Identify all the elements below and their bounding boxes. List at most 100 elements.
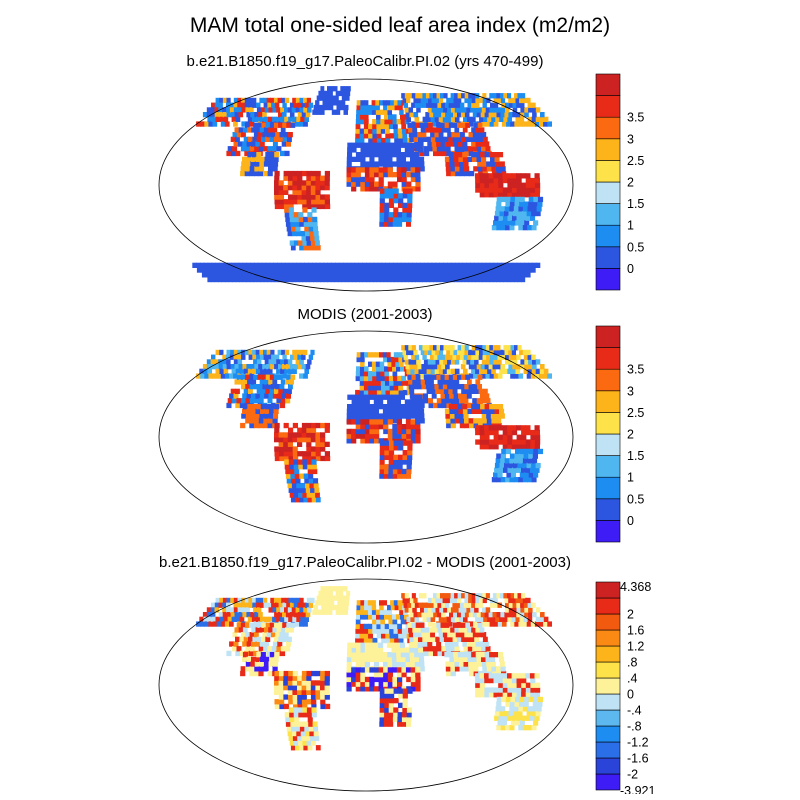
land-cell: [369, 167, 375, 173]
land-cell: [388, 114, 393, 120]
land-cell: [517, 93, 522, 99]
land-cell: [441, 354, 446, 360]
land-cell: [525, 439, 531, 445]
land-cell: [456, 267, 461, 273]
land-cell: [312, 221, 318, 227]
land-cell: [431, 272, 436, 278]
land-cell: [288, 207, 294, 213]
land-cell: [302, 464, 308, 470]
land-cell: [449, 612, 454, 618]
land-cell: [271, 146, 277, 152]
land-cell: [525, 467, 531, 473]
land-cell: [493, 173, 499, 179]
land-cell: [496, 225, 502, 231]
land-cell: [204, 373, 209, 379]
land-cell: [303, 745, 309, 751]
land-cell: [316, 595, 321, 601]
land-cell: [364, 614, 369, 620]
land-cell: [249, 272, 254, 278]
land-cell: [229, 354, 235, 360]
land-cell: [413, 132, 418, 138]
colorbar-swatch: [595, 629, 621, 647]
land-cell: [297, 487, 303, 493]
land-cell: [373, 647, 379, 653]
land-cell: [448, 374, 454, 380]
land-cell: [235, 368, 241, 374]
land-cell: [520, 173, 526, 179]
land-cell: [515, 196, 521, 203]
land-cell: [259, 661, 265, 667]
land-cell: [413, 112, 419, 118]
land-cell: [429, 276, 434, 283]
land-cell: [517, 462, 523, 469]
land-cell: [280, 607, 285, 613]
land-cell: [437, 602, 442, 608]
land-cell: [383, 676, 389, 683]
land-cell: [429, 102, 435, 108]
land-cell: [348, 276, 353, 283]
land-cell: [482, 418, 488, 424]
land-cell: [383, 428, 389, 435]
land-cell: [250, 262, 255, 268]
land-cell: [418, 399, 424, 405]
land-cell: [301, 689, 307, 695]
land-cell: [256, 636, 262, 642]
land-cell: [378, 156, 384, 162]
land-cell: [467, 102, 472, 108]
land-cell: [396, 413, 402, 419]
land-cell: [289, 379, 294, 385]
land-cell: [528, 448, 534, 455]
land-cell: [475, 97, 480, 104]
land-cell: [414, 267, 420, 273]
land-cell: [287, 136, 292, 142]
land-cell: [299, 359, 304, 365]
land-cell: [433, 112, 438, 118]
land-cell: [449, 656, 455, 662]
land-cell: [301, 102, 306, 108]
land-cell: [288, 368, 293, 374]
land-cell: [434, 384, 440, 390]
land-cell: [368, 633, 373, 639]
land-cell: [468, 97, 473, 104]
land-cell: [508, 359, 514, 365]
land-cell: [226, 607, 231, 613]
land-cell: [388, 473, 394, 479]
land-cell: [267, 276, 272, 283]
land-cell: [453, 641, 459, 647]
land-cell: [279, 132, 285, 138]
land-cell: [356, 366, 361, 372]
land-cell: [355, 375, 361, 382]
land-cell: [453, 156, 459, 162]
land-cell: [396, 614, 401, 620]
land-cell: [496, 418, 502, 424]
land-cell: [346, 676, 352, 683]
land-cell: [547, 121, 552, 127]
land-cell: [274, 354, 280, 360]
land-cell: [504, 710, 510, 717]
land-cell: [378, 672, 384, 678]
land-cell: [457, 622, 462, 628]
land-cell: [426, 267, 431, 273]
land-cell: [369, 438, 375, 444]
land-cell: [249, 632, 255, 638]
land-cell: [485, 656, 491, 662]
land-cell: [247, 616, 253, 622]
land-cell: [325, 703, 331, 710]
land-cell: [454, 368, 460, 374]
land-cell: [283, 422, 289, 429]
land-cell: [504, 210, 510, 217]
land-cell: [229, 107, 235, 113]
land-cell: [237, 107, 243, 113]
land-cell: [273, 408, 279, 414]
land-cell: [320, 109, 325, 115]
land-cell: [364, 681, 371, 687]
land-cell: [410, 176, 416, 183]
land-cell: [440, 622, 446, 628]
land-cell: [413, 349, 418, 356]
land-cell: [300, 116, 305, 122]
land-cell: [408, 642, 414, 648]
land-cell: [368, 361, 373, 367]
land-cell: [308, 602, 314, 608]
land-cell: [437, 127, 443, 133]
land-cell: [459, 666, 465, 672]
